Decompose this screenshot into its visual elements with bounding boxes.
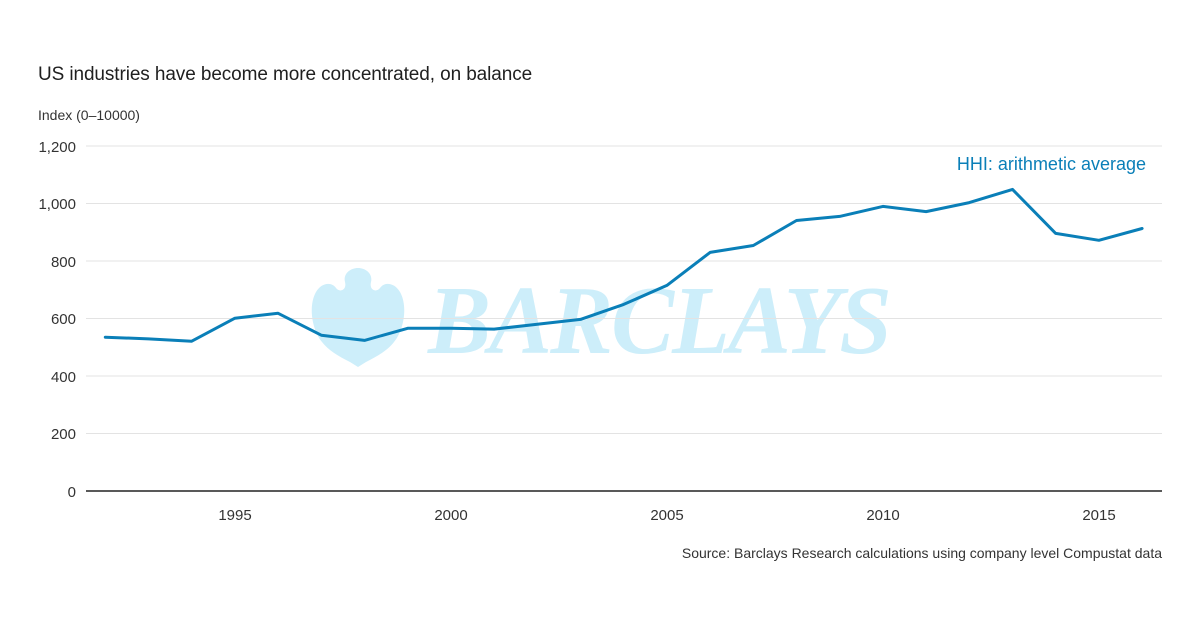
- y-tick-label: 1,200: [38, 139, 76, 156]
- y-tick-label: 1,000: [38, 196, 76, 213]
- y-tick-label: 400: [51, 369, 76, 386]
- hhi-series-line: [103, 187, 1144, 343]
- y-tick-label: 200: [51, 426, 76, 443]
- watermark-text: BARCLAYS: [427, 267, 890, 375]
- x-tick-label: 2000: [434, 507, 467, 524]
- x-axis: 1995 2000 2005 2010 2015: [218, 507, 1115, 524]
- gridlines: [86, 145, 1162, 434]
- chart-title: US industries have become more concentra…: [38, 64, 533, 85]
- y-tick-label: 600: [51, 311, 76, 328]
- x-tick-label: 2015: [1082, 507, 1115, 524]
- y-axis-units-label: Index (0–10000): [38, 107, 140, 123]
- y-tick-label: 800: [51, 254, 76, 271]
- x-tick-label: 2005: [650, 507, 683, 524]
- series-legend-label: HHI: arithmetic average: [957, 154, 1146, 174]
- x-tick-label: 2010: [866, 507, 899, 524]
- x-tick-label: 1995: [218, 507, 251, 524]
- barclays-watermark: BARCLAYS: [311, 267, 892, 375]
- eagle-icon: [311, 268, 405, 367]
- source-note: Source: Barclays Research calculations u…: [681, 545, 1162, 561]
- y-axis: 1,200 1,000 800 600 400 200 0: [38, 139, 76, 501]
- y-tick-label: 0: [68, 484, 76, 501]
